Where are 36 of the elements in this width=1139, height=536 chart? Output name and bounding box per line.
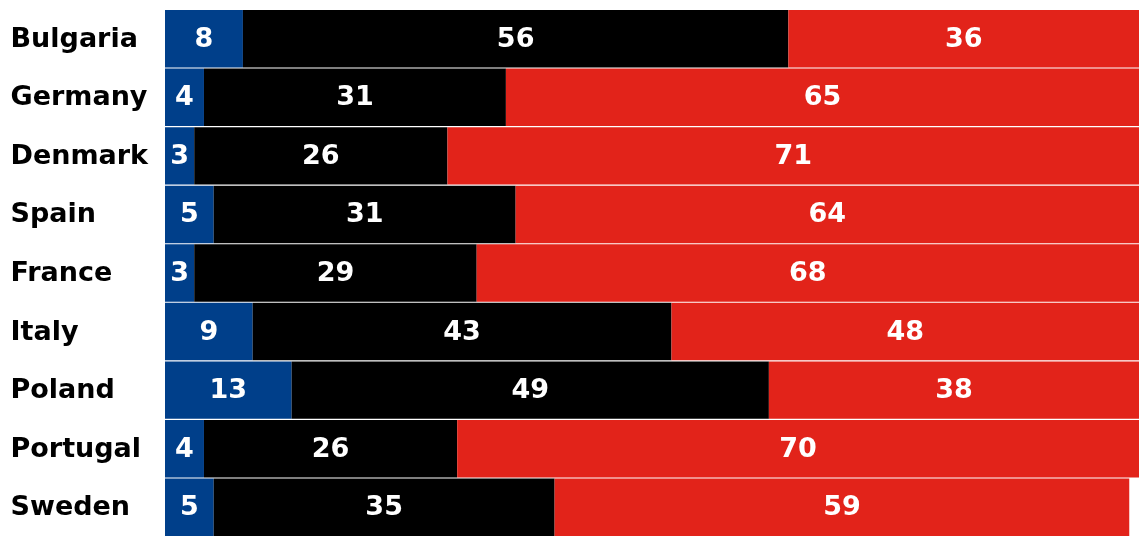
data-label: 26 [311, 431, 350, 463]
data-label: 56 [496, 21, 535, 53]
data-label: 43 [443, 314, 481, 346]
data-label: 4 [175, 431, 194, 463]
data-label: 8 [194, 21, 214, 53]
data-label: 38 [935, 373, 973, 405]
data-label: 70 [779, 431, 817, 463]
y-tick-label: Portugal [10, 431, 142, 463]
y-tick-label: Spain [10, 197, 96, 229]
data-label: 64 [808, 197, 847, 229]
y-tick-label: Sweden [10, 490, 131, 522]
data-label: 9 [199, 314, 219, 346]
data-label: 68 [789, 256, 827, 287]
data-label: 5 [179, 490, 199, 522]
y-tick-label: Poland [10, 373, 115, 405]
data-label: 31 [336, 80, 374, 112]
y-tick-label: Italy [10, 314, 79, 346]
data-label: 65 [803, 80, 842, 112]
data-label: 5 [179, 197, 199, 229]
data-label: 35 [365, 490, 403, 522]
data-label: 13 [209, 373, 248, 405]
y-tick-label: Germany [10, 80, 148, 112]
y-tick-label: Denmark [10, 138, 150, 170]
data-label: 3 [170, 138, 190, 170]
data-label: 71 [774, 138, 813, 170]
data-label: 49 [511, 373, 550, 405]
data-label: 3 [170, 256, 190, 287]
y-tick-label: France [10, 256, 113, 287]
data-label: 26 [302, 138, 340, 170]
data-label: 36 [944, 21, 983, 53]
y-tick-label: Bulgaria [10, 21, 138, 53]
data-label: 31 [345, 197, 384, 229]
data-label: 59 [823, 490, 861, 522]
data-label: 29 [316, 256, 355, 287]
data-label: 4 [175, 80, 194, 112]
data-label: 48 [886, 314, 925, 346]
